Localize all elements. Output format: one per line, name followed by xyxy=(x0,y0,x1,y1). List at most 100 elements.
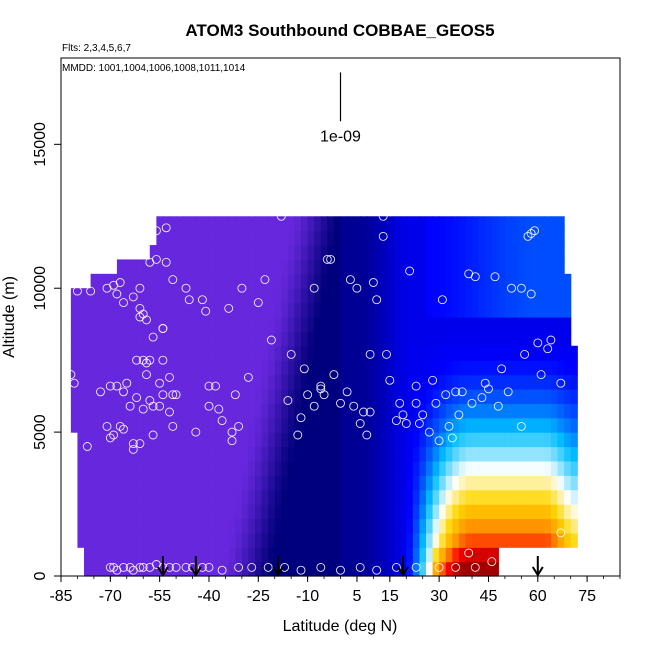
heatmap-cell xyxy=(182,245,190,261)
heatmap-cell xyxy=(110,403,118,419)
heatmap-cell xyxy=(412,331,421,347)
sample-point xyxy=(431,398,441,408)
heatmap-cell xyxy=(241,374,250,390)
heatmap-cell xyxy=(90,317,98,332)
heatmap-cell xyxy=(149,317,157,332)
heatmap-cell xyxy=(511,230,519,246)
heatmap-cell xyxy=(452,417,460,433)
heatmap-cell xyxy=(353,475,361,491)
heatmap-cell xyxy=(287,403,296,419)
heatmap-cell xyxy=(531,403,539,419)
sample-point xyxy=(454,410,464,420)
heatmap-cell xyxy=(360,403,368,419)
heatmap-cell xyxy=(222,259,230,275)
heatmap-cell xyxy=(215,561,223,577)
heatmap-cell xyxy=(314,504,322,520)
heatmap-cell xyxy=(419,302,427,318)
heatmap-cell xyxy=(491,374,499,390)
heatmap-cell xyxy=(412,302,421,318)
heatmap-cell xyxy=(222,288,230,304)
heatmap-cell xyxy=(90,504,98,520)
heatmap-cell xyxy=(406,403,414,419)
heatmap-cell xyxy=(268,460,276,476)
sample-point xyxy=(414,419,424,428)
heatmap-cell xyxy=(215,403,223,419)
sample-point xyxy=(470,562,480,572)
heatmap-cell xyxy=(281,374,289,390)
heatmap-cell xyxy=(386,475,394,491)
heatmap-cell xyxy=(162,518,171,534)
heatmap-cell xyxy=(386,417,394,433)
heatmap-cell xyxy=(189,360,197,376)
heatmap-cell xyxy=(511,216,519,232)
heatmap-cell xyxy=(307,518,315,534)
heatmap-cell xyxy=(162,547,171,563)
sample-point xyxy=(533,338,543,348)
heatmap-cell xyxy=(248,245,256,261)
heatmap-cell xyxy=(287,273,296,289)
heatmap-cell xyxy=(195,273,203,289)
heatmap-cell xyxy=(439,360,447,376)
heatmap-cell xyxy=(327,302,335,318)
heatmap-cell xyxy=(320,504,328,520)
heatmap-cell xyxy=(386,302,394,318)
heatmap-cell xyxy=(360,230,368,246)
heatmap-cell xyxy=(478,360,486,376)
heatmap-cell xyxy=(281,532,289,548)
heatmap-cell xyxy=(531,245,539,261)
heatmap-cell xyxy=(281,245,289,261)
heatmap-cell xyxy=(327,504,335,520)
heatmap-cell xyxy=(399,216,407,232)
heatmap-cell xyxy=(458,345,467,361)
heatmap-cell xyxy=(116,446,125,462)
heatmap-cell xyxy=(77,460,85,476)
sample-point xyxy=(359,407,368,417)
heatmap-cell xyxy=(439,345,447,361)
heatmap-cell xyxy=(149,259,157,275)
heatmap-cell xyxy=(498,532,506,548)
heatmap-cell xyxy=(537,317,545,332)
heatmap-cell xyxy=(333,532,342,548)
sample-point xyxy=(204,562,214,572)
sample-point xyxy=(467,398,477,408)
sample-point xyxy=(516,283,526,293)
sample-point xyxy=(490,272,500,282)
heatmap-cell xyxy=(393,561,401,577)
heatmap-cell xyxy=(255,317,263,332)
heatmap-cell xyxy=(570,417,578,433)
heatmap-cell xyxy=(504,403,513,419)
heatmap-cell xyxy=(215,504,223,520)
heatmap-cell xyxy=(228,460,236,476)
heatmap-cell xyxy=(544,374,552,390)
heatmap-cell xyxy=(176,504,184,520)
heatmap-cell xyxy=(347,475,355,491)
heatmap-cell xyxy=(202,374,210,390)
heatmap-cell xyxy=(472,561,480,577)
heatmap-cell xyxy=(511,518,519,534)
heatmap-cell xyxy=(452,446,460,462)
heatmap-cell xyxy=(169,504,177,520)
heatmap-cell xyxy=(123,489,131,505)
heatmap-cell xyxy=(156,288,164,304)
heatmap-cell xyxy=(445,216,453,232)
heatmap-cell xyxy=(498,360,506,376)
sample-point xyxy=(526,229,536,238)
heatmap-cell xyxy=(439,317,447,332)
heatmap-cell xyxy=(491,216,499,232)
heatmap-cell xyxy=(399,259,407,275)
heatmap-cell xyxy=(248,230,256,246)
heatmap-cell xyxy=(241,532,250,548)
heatmap-cell xyxy=(524,504,532,520)
heatmap-cell xyxy=(195,518,203,534)
heatmap-cell xyxy=(241,446,250,462)
heatmap-cell xyxy=(77,317,85,332)
heatmap-cell xyxy=(445,360,453,376)
flight-arrows xyxy=(157,556,544,577)
heatmap-cell xyxy=(70,331,79,347)
heatmap-cell xyxy=(491,561,499,577)
heatmap-cell xyxy=(406,432,414,448)
heatmap-cell xyxy=(366,302,374,318)
heatmap-cell xyxy=(84,345,92,361)
heatmap-cell xyxy=(366,518,374,534)
heatmap-cell xyxy=(412,216,421,232)
